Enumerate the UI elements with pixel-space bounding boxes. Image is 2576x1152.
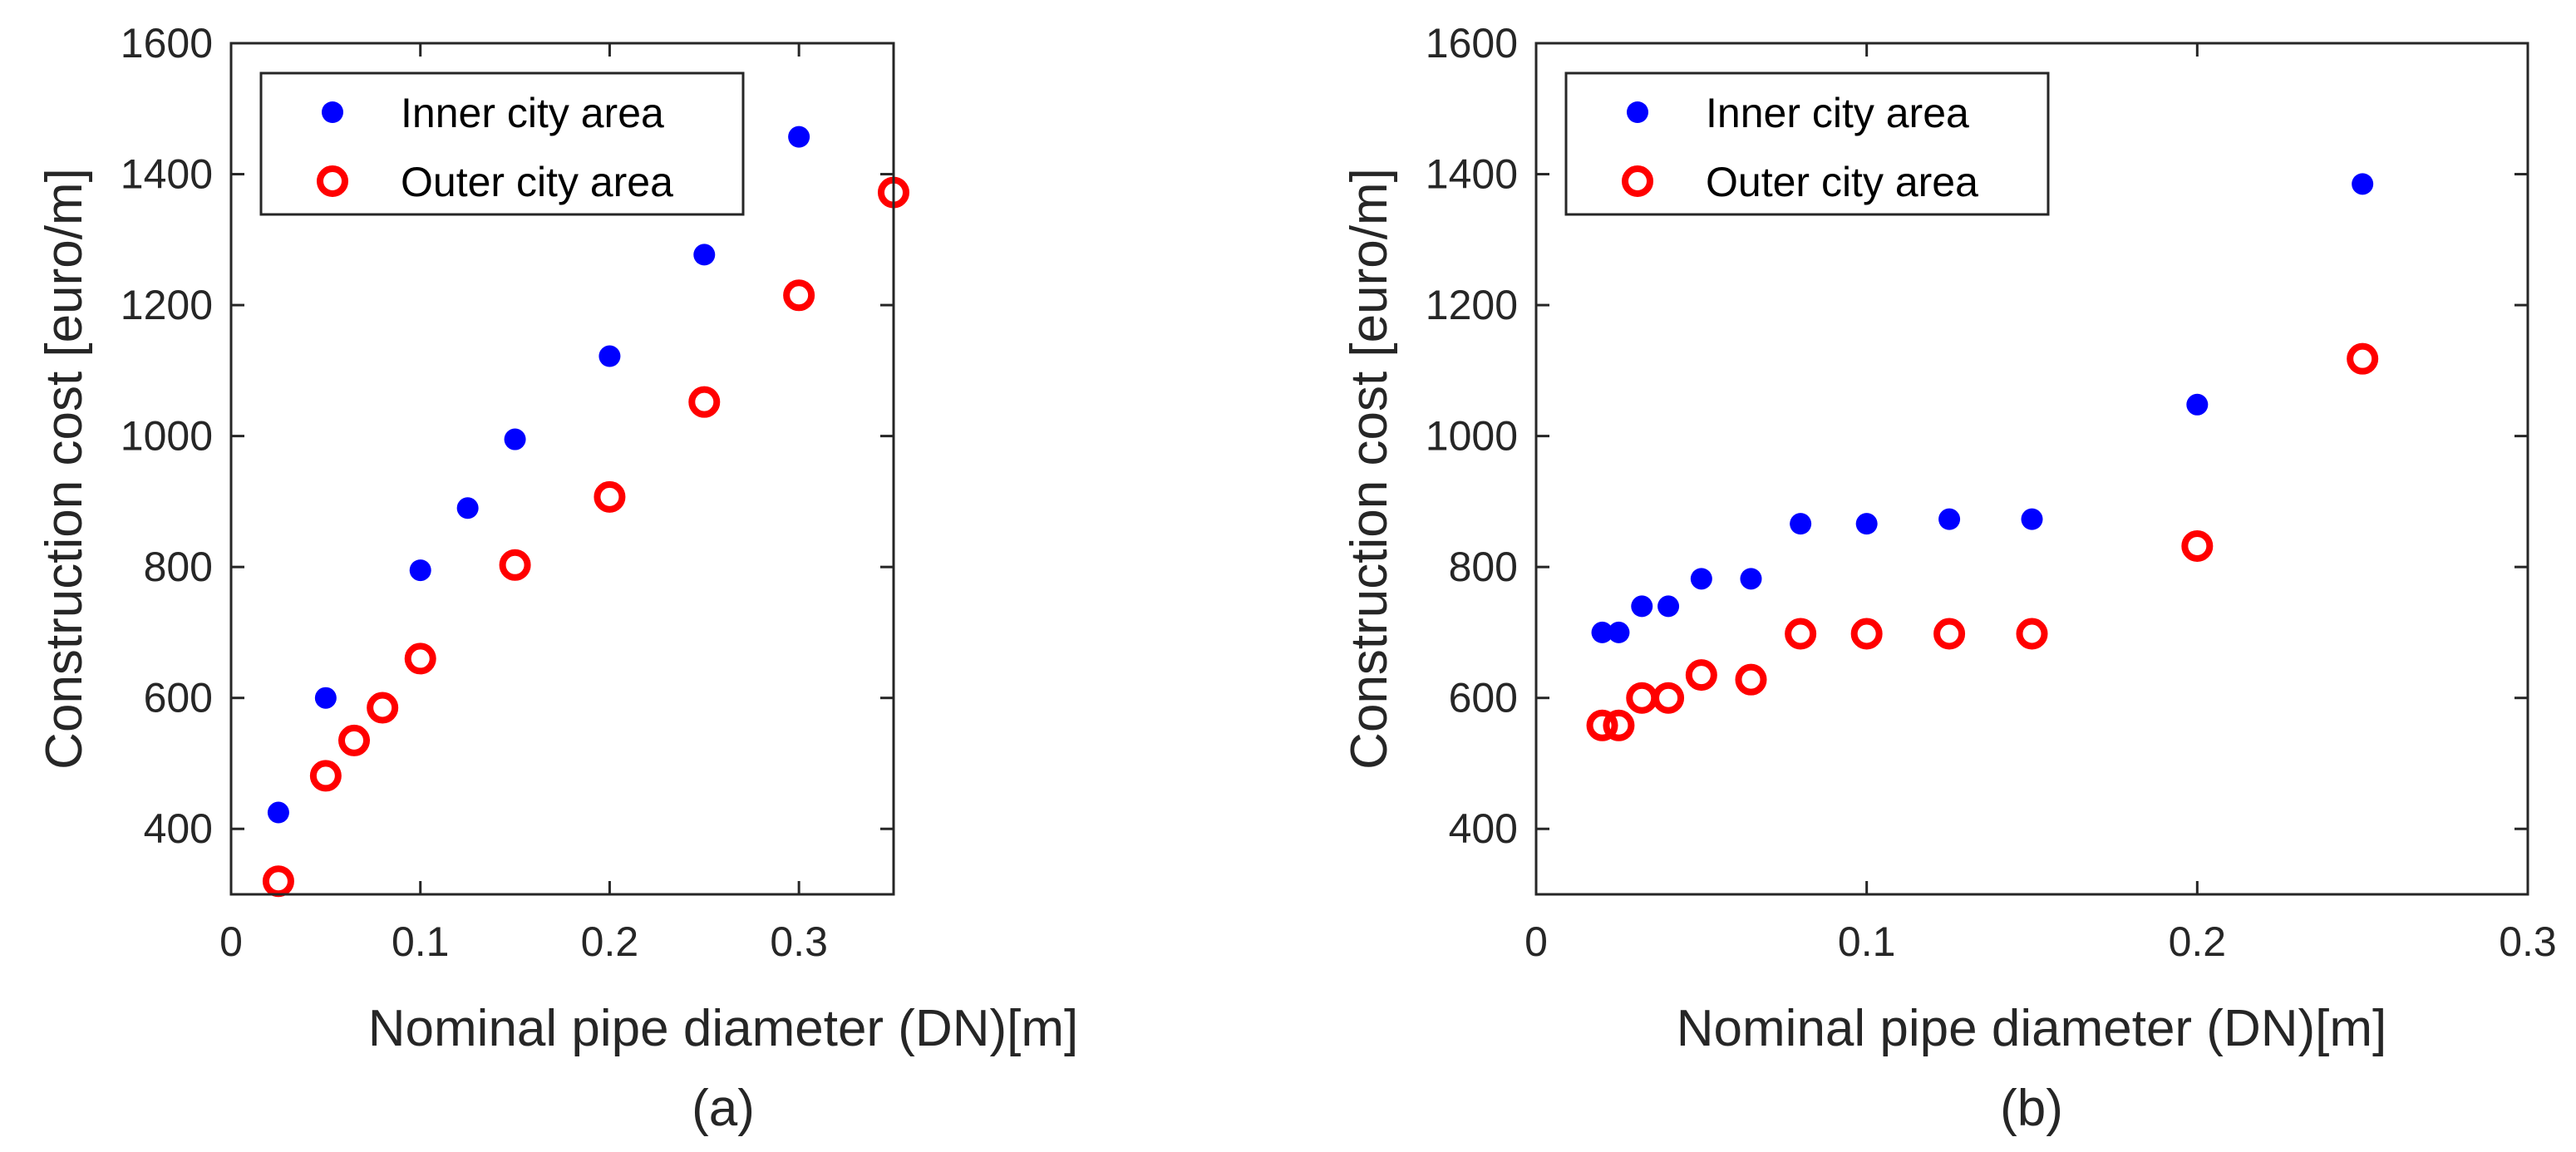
panel-b-inner-city-point <box>1690 568 1712 590</box>
panel-a-inner-city-point <box>693 244 716 266</box>
panel-b-outer-city-point <box>2016 618 2048 650</box>
panel-a-outer-city-point <box>309 760 342 792</box>
panel-b-x-tick-label: 0.1 <box>1838 918 1896 965</box>
panel-a-legend: Inner city area Outer city area <box>259 71 745 216</box>
panel-b-inner-city-point <box>1657 595 1680 618</box>
panel-b-inner-city-point <box>1591 621 1613 643</box>
panel-a-outer-city-point <box>783 279 815 312</box>
panel-a-outer-city-point <box>594 480 626 513</box>
panel-a-inner-city-point <box>314 687 337 709</box>
panel-a-legend-outer-marker <box>317 165 348 197</box>
panel-b-inner-city-point <box>1855 513 1878 535</box>
panel-a-y-tick-label: 600 <box>144 675 213 721</box>
panel-b-inner-city-point <box>1790 513 1812 535</box>
panel-a-y-tick-label: 400 <box>144 805 213 852</box>
panel-b-legend-inner-marker <box>1627 101 1648 123</box>
panel-b-x-tick-label: 0.3 <box>2499 918 2557 965</box>
panel-a-legend-inner-marker <box>322 101 343 123</box>
panel-b-markers <box>1586 173 2379 741</box>
panel-a-y-tick-label: 1400 <box>121 151 213 198</box>
panel-b-outer-city-point <box>1785 618 1817 650</box>
panel-a-inner-city-point <box>267 801 289 824</box>
panel-a-x-tick-label: 0.2 <box>581 918 639 965</box>
panel-a-legend-outer-label: Outer city area <box>401 159 673 205</box>
panel-b-y-tick-label: 800 <box>1449 544 1518 590</box>
panel-b-inner-city-point <box>2021 508 2043 530</box>
panel-b-legend-inner-label: Inner city area <box>1706 90 1969 136</box>
panel-b-y-tick-label: 1600 <box>1426 20 1518 66</box>
panel-b-legend: Inner city area Outer city area <box>1564 71 2050 216</box>
panel-b-outer-city-point <box>1652 682 1685 714</box>
panel-b-outer-city-point <box>1735 663 1767 696</box>
panel-b-inner-city-point <box>1740 568 1762 590</box>
panel-b-inner-city-point <box>1938 508 1961 530</box>
panel-a-caption: (a) <box>692 1080 755 1137</box>
panel-a-y-tick-label: 1200 <box>121 282 213 328</box>
panel-a-x-tick-label: 0 <box>219 918 243 965</box>
panel-a-inner-city-point <box>456 497 479 519</box>
panel-b-outer-city-point <box>1850 618 1883 650</box>
panel-b-y-axis-label: Construction cost [euro/m] <box>1341 168 1398 770</box>
panel-b-inner-city-point <box>2186 393 2209 416</box>
panel-a-outer-city-point <box>499 549 531 581</box>
panel-a-inner-city-point <box>504 428 526 450</box>
panel-a-x-tick-label: 0.3 <box>770 918 828 965</box>
panel-a-x-axis-label: Nominal pipe diameter (DN)[m] <box>368 1000 1078 1057</box>
panel-a-y-tick-label: 1000 <box>121 413 213 460</box>
panel-a-y-tick-label: 1600 <box>121 20 213 66</box>
panel-a-inner-city-point <box>598 345 621 367</box>
panel-b-y-tick-label: 1000 <box>1426 413 1518 460</box>
panel-b-x-tick-label: 0.2 <box>2169 918 2227 965</box>
panel-b-outer-city-point <box>1586 709 1618 741</box>
panel-b-legend-outer-marker <box>1622 165 1653 197</box>
panel-a: 0 0.1 0.2 0.3 400 600 800 1000 1200 1400 1600 Cons… <box>36 20 1078 1137</box>
panel-a-outer-city-point <box>688 386 721 418</box>
panel-b-inner-city-point <box>1608 621 1630 643</box>
panel-a-outer-city-point <box>404 642 436 675</box>
panel-a-inner-city-point <box>788 126 810 148</box>
panel-b-outer-city-point <box>2181 529 2214 562</box>
panel-b-x-tick-label: 0 <box>1524 918 1548 965</box>
panel-b-ticks: 0 0.1 0.2 0.3 400 600 800 1000 1200 1400 1600 <box>1426 20 2557 965</box>
panel-b-y-tick-label: 400 <box>1449 805 1518 852</box>
panel-a-axes-frame <box>229 42 895 896</box>
panel-b-outer-city-point <box>1603 709 1635 741</box>
panel-a-outer-city-point <box>367 692 399 724</box>
panel-b-outer-city-point <box>2347 342 2379 375</box>
panel-a-inner-city-point <box>409 559 431 582</box>
panel-a-legend-inner-label: Inner city area <box>401 90 664 136</box>
panel-b-y-tick-label: 1200 <box>1426 282 1518 328</box>
panel-b-outer-city-point <box>1933 618 1966 650</box>
panel-a-y-axis-label: Construction cost [euro/m] <box>36 168 93 770</box>
panel-b: 0 0.1 0.2 0.3 400 600 800 1000 1200 1400 1600 Cons… <box>1341 20 2557 1137</box>
panel-a-y-tick-label: 800 <box>144 544 213 590</box>
panel-b-y-tick-label: 1400 <box>1426 151 1518 198</box>
panel-b-axes-frame <box>1534 42 2529 896</box>
panel-a-ticks: 0 0.1 0.2 0.3 400 600 800 1000 1200 1400 1600 <box>121 20 894 965</box>
panel-b-outer-city-point <box>1685 659 1717 692</box>
panel-b-x-axis-label: Nominal pipe diameter (DN)[m] <box>1677 1000 2386 1057</box>
panel-b-y-tick-label: 600 <box>1449 675 1518 721</box>
panel-a-x-tick-label: 0.1 <box>392 918 450 965</box>
panel-b-inner-city-point <box>2352 173 2374 195</box>
panel-b-caption: (b) <box>2000 1080 2063 1137</box>
panel-a-outer-city-point <box>338 724 371 756</box>
panel-b-inner-city-point <box>1631 595 1653 618</box>
panel-b-legend-outer-label: Outer city area <box>1706 159 1978 205</box>
